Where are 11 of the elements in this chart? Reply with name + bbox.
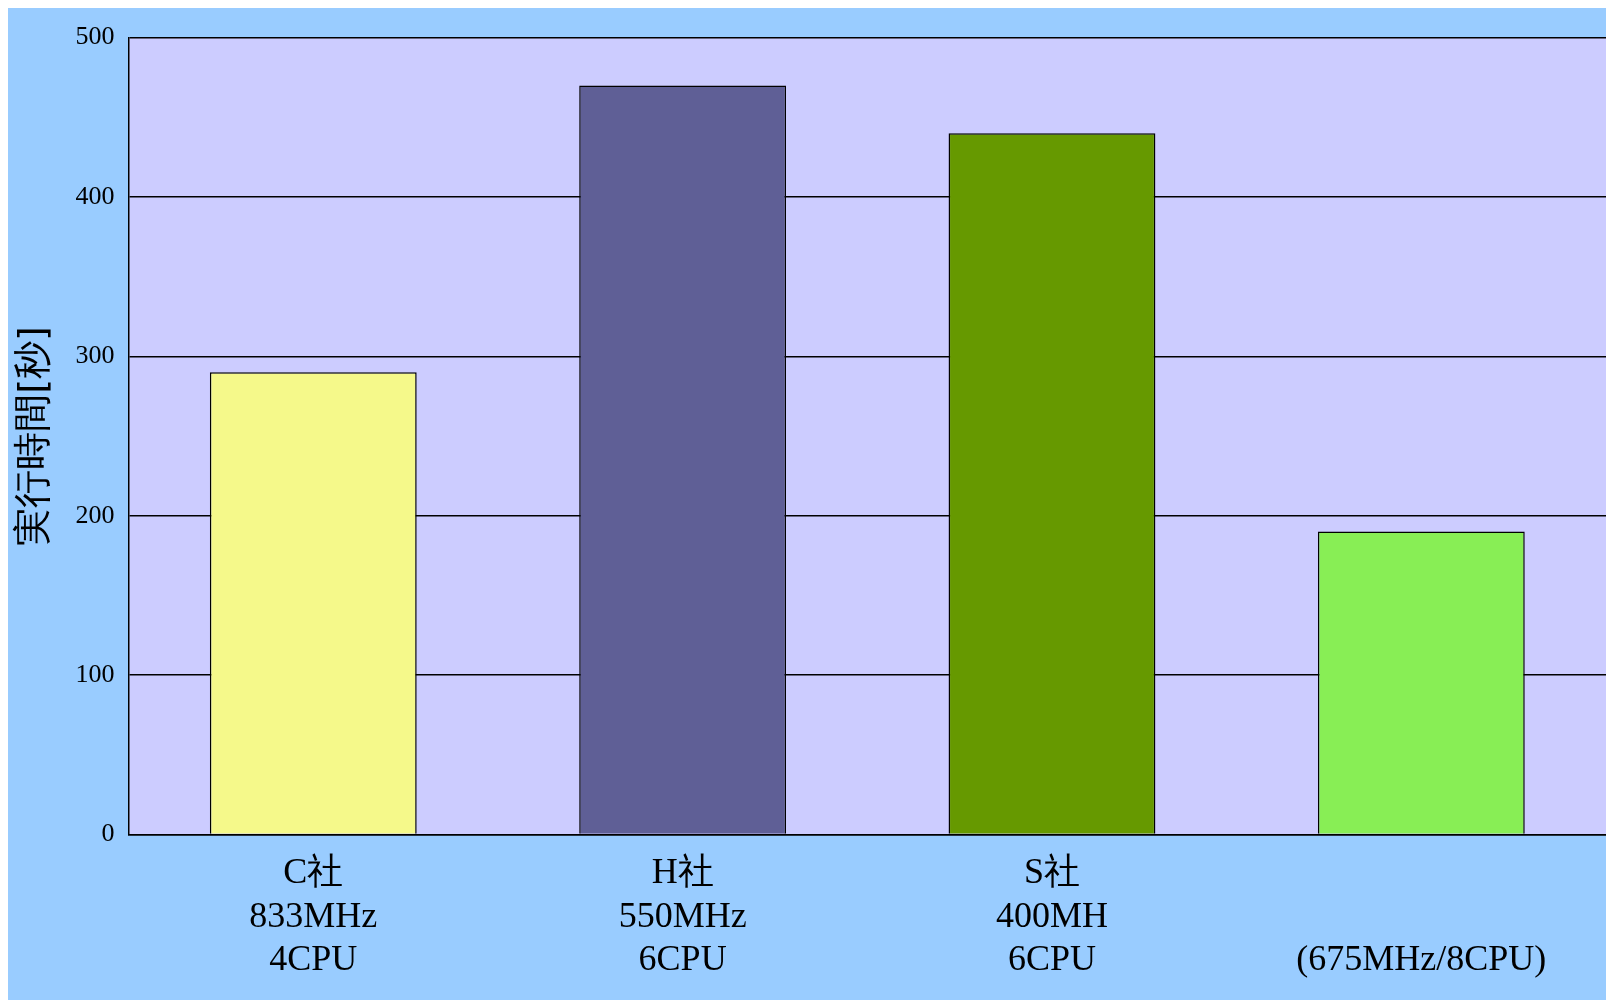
y-axis-title: 実行時間[秒] xyxy=(9,326,54,546)
y-tick-label: 0 xyxy=(101,818,115,848)
y-tick-label: 500 xyxy=(75,21,115,51)
y-tick-label: 300 xyxy=(75,340,115,370)
y-tick-label: 200 xyxy=(75,499,115,529)
x-tick-label: (675MHz/8CPU) xyxy=(1296,937,1547,978)
x-tick-label: C社 833MHz 4CPU xyxy=(249,851,378,978)
y-tick-label: 100 xyxy=(75,658,115,688)
y-tick-label: 400 xyxy=(75,180,115,210)
x-tick-label: H社 550MHz 6CPU xyxy=(618,851,747,978)
x-tick-label: S社 400MH 6CPU xyxy=(995,851,1108,978)
